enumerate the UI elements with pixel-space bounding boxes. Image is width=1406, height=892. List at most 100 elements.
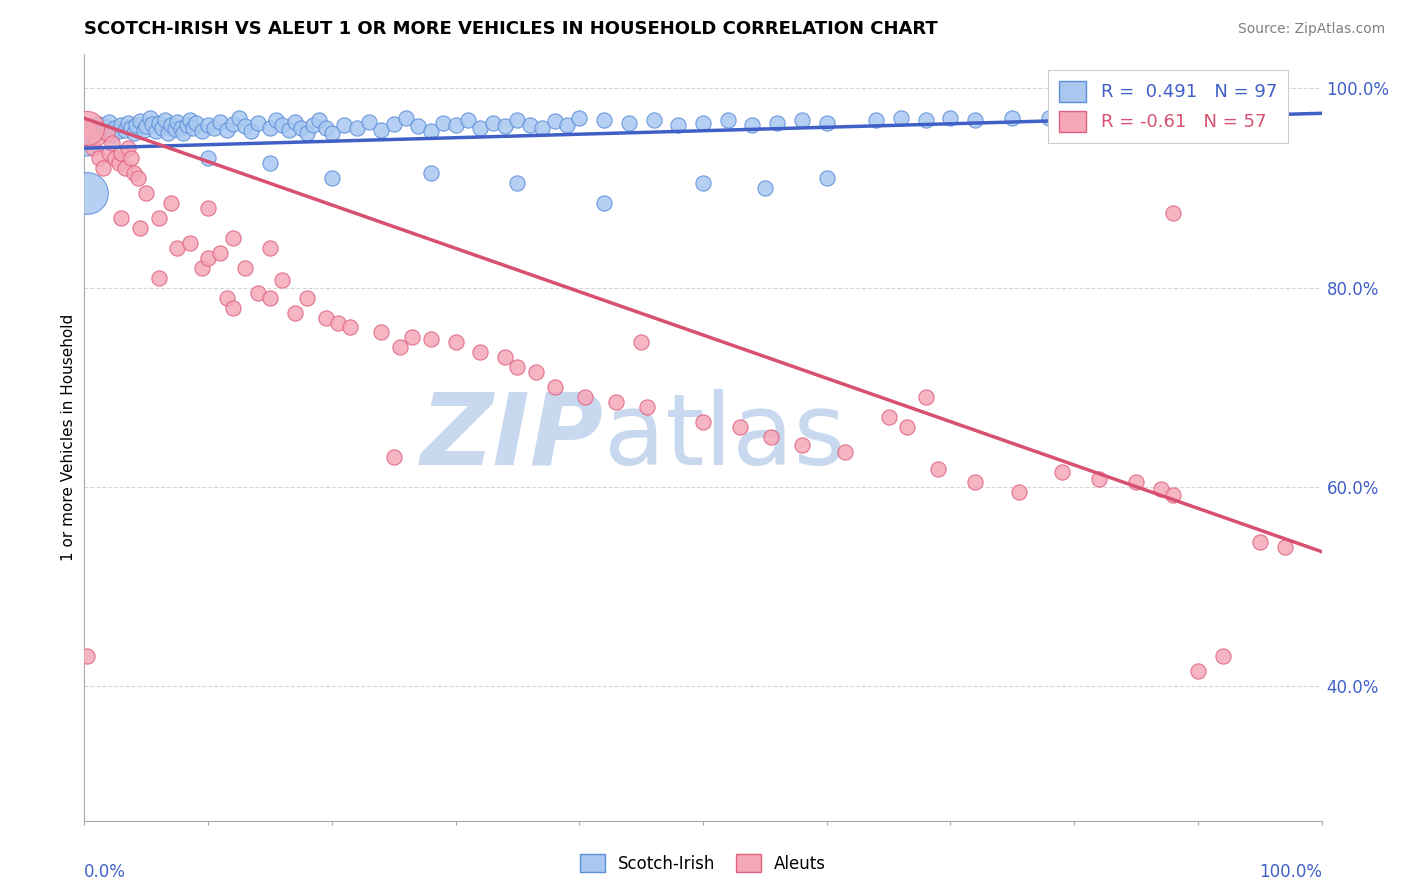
Text: atlas: atlas (605, 389, 845, 485)
Point (271, 273, 294, 287)
Point (233, 120, 256, 134)
Point (129, 220, 152, 235)
Point (108, 124, 131, 138)
Point (148, 211, 170, 225)
Point (122, 166, 145, 180)
Point (494, 120, 516, 134)
Point (593, 196, 616, 211)
Point (370, 326, 392, 340)
Point (197, 251, 219, 265)
Point (163, 122, 186, 136)
Point (271, 118, 294, 132)
Point (1007, 484, 1029, 499)
Point (617, 116, 640, 130)
Point (555, 118, 578, 132)
Point (333, 118, 356, 132)
Point (1088, 472, 1111, 486)
Point (117, 141, 139, 155)
Point (401, 330, 423, 344)
Point (444, 335, 467, 350)
Point (346, 121, 368, 136)
Point (108, 156, 131, 170)
Point (741, 118, 763, 132)
Point (1137, 112, 1160, 126)
Point (100, 128, 122, 143)
Point (259, 241, 281, 255)
Point (370, 123, 392, 137)
Point (86, 131, 108, 145)
Point (246, 285, 269, 300)
Point (79, 126, 101, 140)
Point (494, 351, 516, 365)
Point (939, 112, 962, 126)
Point (246, 116, 269, 130)
Point (1050, 465, 1073, 479)
Point (321, 126, 343, 140)
Point (1001, 112, 1024, 126)
Point (284, 305, 307, 319)
Point (76, 649, 98, 664)
Point (524, 365, 547, 379)
Point (1088, 112, 1111, 126)
Point (815, 171, 838, 186)
Point (1161, 488, 1184, 502)
Point (543, 380, 565, 394)
Point (543, 114, 565, 128)
Point (890, 112, 912, 126)
Point (326, 316, 349, 330)
Point (145, 124, 167, 138)
Point (481, 116, 503, 130)
Text: 0.0%: 0.0% (84, 863, 127, 880)
Point (98, 115, 121, 129)
Point (110, 118, 132, 132)
Point (295, 126, 318, 140)
Point (104, 151, 127, 165)
Point (506, 113, 529, 128)
Point (834, 445, 856, 459)
Point (104, 121, 127, 136)
Point (132, 123, 155, 137)
Point (222, 301, 245, 315)
Point (179, 235, 201, 250)
Point (141, 117, 163, 131)
Point (666, 118, 689, 132)
Text: ZIP: ZIP (420, 389, 605, 485)
Point (470, 121, 492, 136)
Point (172, 126, 194, 140)
Point (135, 120, 157, 134)
Point (914, 390, 936, 404)
Point (593, 113, 616, 128)
Point (927, 462, 949, 476)
Point (83, 120, 105, 134)
Point (150, 121, 173, 136)
Point (506, 176, 529, 190)
Point (1249, 534, 1271, 549)
Point (114, 161, 136, 175)
Point (114, 123, 136, 137)
Point (692, 415, 714, 429)
Point (166, 241, 188, 255)
Point (308, 113, 330, 128)
Point (1187, 112, 1209, 126)
Point (692, 116, 714, 130)
Point (117, 116, 139, 130)
Point (120, 151, 142, 165)
Point (122, 126, 145, 140)
Point (759, 430, 782, 444)
Point (790, 113, 813, 128)
Point (209, 115, 232, 129)
Point (259, 291, 281, 305)
Point (315, 121, 337, 136)
Point (419, 166, 441, 180)
Point (419, 124, 441, 138)
Point (191, 124, 214, 138)
Point (160, 118, 183, 132)
Point (215, 291, 238, 305)
Point (100, 136, 122, 151)
Point (82, 141, 104, 155)
Point (382, 117, 405, 131)
Point (76, 131, 98, 145)
Point (284, 115, 307, 129)
Point (568, 112, 591, 126)
Point (321, 171, 343, 186)
